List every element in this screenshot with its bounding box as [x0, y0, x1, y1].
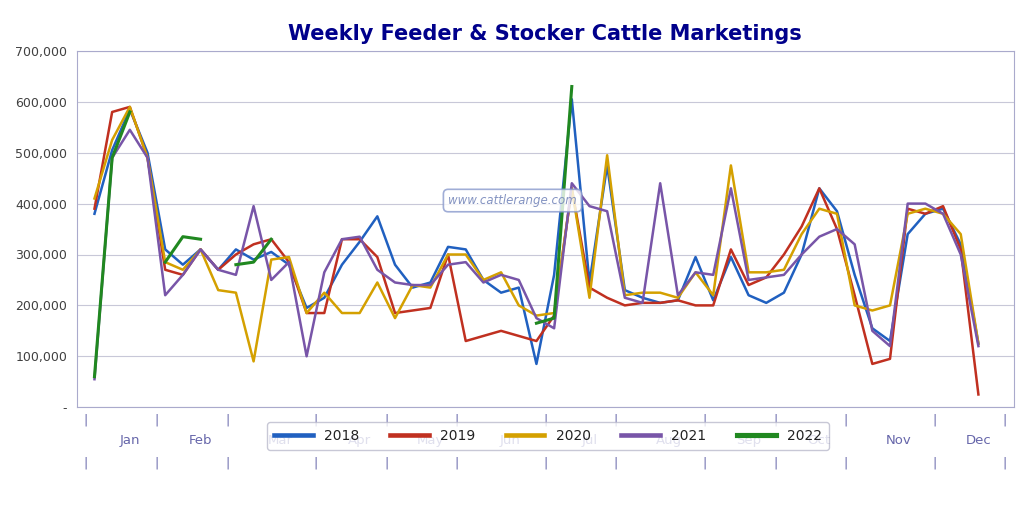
- Text: www.cattlerange.com: www.cattlerange.com: [449, 194, 577, 207]
- Text: |: |: [613, 457, 618, 470]
- Text: Jul: Jul: [582, 434, 598, 447]
- 2019: [742, 282, 755, 288]
- 2020: [760, 269, 772, 275]
- Text: Mar: Mar: [267, 434, 293, 447]
- 2019: [371, 254, 383, 260]
- 2021: [954, 251, 967, 258]
- Text: |: |: [313, 413, 317, 427]
- 2020: [88, 195, 100, 202]
- 2018: [708, 297, 720, 303]
- Line: 2022: 2022: [94, 112, 130, 377]
- 2020: [124, 104, 136, 110]
- 2021: [742, 277, 755, 283]
- Text: |: |: [543, 457, 548, 470]
- 2019: [954, 246, 967, 252]
- 2018: [972, 341, 984, 347]
- Text: |: |: [1002, 457, 1007, 470]
- 2020: [708, 292, 720, 298]
- 2021: [389, 279, 401, 286]
- 2018: [283, 262, 295, 268]
- 2022: [106, 155, 119, 161]
- Text: |: |: [455, 457, 459, 470]
- 2018: [371, 213, 383, 219]
- Text: May: May: [417, 434, 444, 447]
- Text: |: |: [844, 413, 848, 427]
- Line: 2021: 2021: [94, 130, 978, 379]
- 2018: [760, 300, 772, 306]
- Text: Feb: Feb: [188, 434, 212, 447]
- 2021: [689, 269, 701, 275]
- Text: |: |: [225, 413, 229, 427]
- 2020: [389, 315, 401, 321]
- Text: |: |: [384, 457, 388, 470]
- 2018: [565, 96, 578, 102]
- Text: Nov: Nov: [886, 434, 911, 447]
- Text: Jun: Jun: [500, 434, 520, 447]
- Text: |: |: [225, 457, 229, 470]
- Line: 2020: 2020: [94, 107, 978, 361]
- Text: |: |: [773, 457, 777, 470]
- 2018: [353, 239, 366, 245]
- 2022: [88, 374, 100, 380]
- 2020: [954, 231, 967, 237]
- 2019: [972, 391, 984, 398]
- 2021: [300, 353, 312, 359]
- Text: |: |: [155, 457, 159, 470]
- Text: |: |: [932, 457, 936, 470]
- Line: 2018: 2018: [94, 99, 978, 364]
- Text: Jan: Jan: [120, 434, 140, 447]
- Text: |: |: [313, 457, 317, 470]
- Text: Aug: Aug: [656, 434, 682, 447]
- 2018: [530, 361, 543, 367]
- 2020: [407, 282, 419, 288]
- 2019: [689, 302, 701, 308]
- 2021: [88, 376, 100, 382]
- Text: Apr: Apr: [348, 434, 372, 447]
- Text: |: |: [702, 457, 707, 470]
- 2020: [248, 358, 260, 364]
- Title: Weekly Feeder & Stocker Cattle Marketings: Weekly Feeder & Stocker Cattle Marketing…: [289, 24, 802, 44]
- Text: |: |: [455, 413, 459, 427]
- Text: |: |: [84, 457, 88, 470]
- Text: Dec: Dec: [966, 434, 991, 447]
- Text: |: |: [84, 413, 88, 427]
- Text: |: |: [543, 413, 548, 427]
- Text: |: |: [773, 413, 777, 427]
- Text: |: |: [613, 413, 618, 427]
- 2019: [300, 310, 312, 316]
- 2021: [124, 127, 136, 133]
- Line: 2019: 2019: [94, 107, 978, 394]
- Text: |: |: [384, 413, 388, 427]
- 2019: [389, 310, 401, 316]
- 2018: [954, 241, 967, 247]
- 2018: [88, 211, 100, 217]
- 2020: [318, 290, 331, 296]
- Text: |: |: [932, 413, 936, 427]
- Text: |: |: [702, 413, 707, 427]
- Text: |: |: [155, 413, 159, 427]
- 2019: [88, 206, 100, 212]
- 2021: [371, 267, 383, 273]
- 2019: [124, 104, 136, 110]
- 2022: [124, 109, 136, 115]
- Text: |: |: [844, 457, 848, 470]
- Text: |: |: [1002, 413, 1007, 427]
- Text: Oct: Oct: [808, 434, 830, 447]
- 2020: [972, 341, 984, 347]
- 2021: [972, 343, 984, 349]
- Legend: 2018, 2019, 2020, 2021, 2022: 2018, 2019, 2020, 2021, 2022: [267, 422, 828, 449]
- Text: Sep: Sep: [736, 434, 761, 447]
